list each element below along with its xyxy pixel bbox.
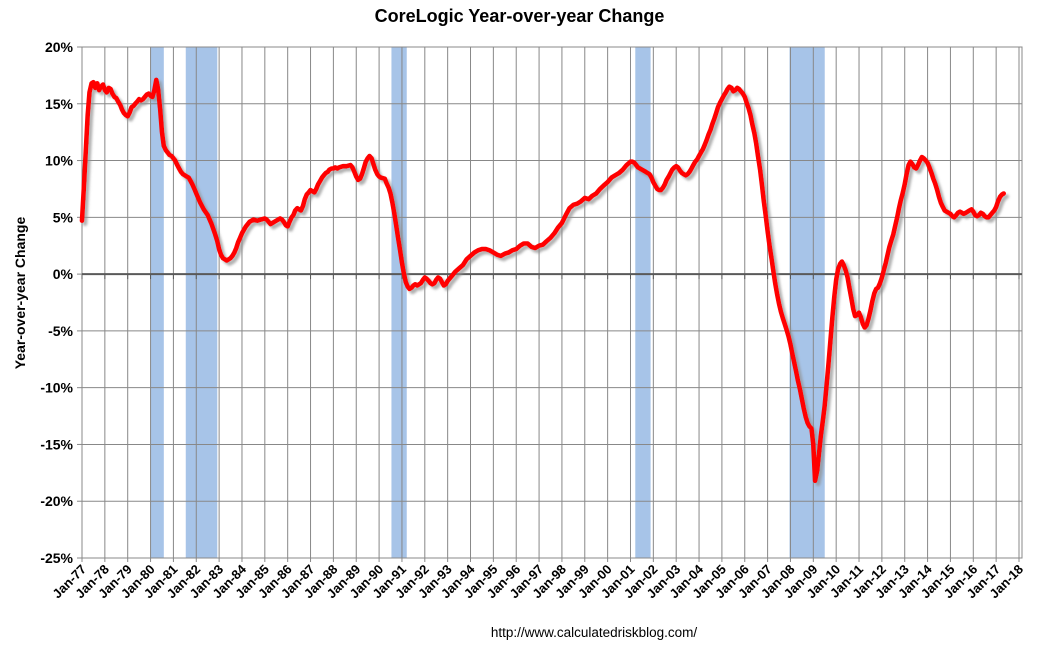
data-series (79, 77, 1006, 484)
y-tick-label: 20% (45, 39, 74, 55)
y-tick-label: -25% (40, 550, 73, 566)
recession-band (150, 47, 164, 558)
plot-border (81, 46, 1023, 559)
y-tick-label: 10% (45, 153, 74, 169)
y-tick-label: -15% (40, 436, 73, 452)
recession-band (185, 47, 218, 558)
y-tick-label: -5% (48, 323, 73, 339)
recession-band (789, 47, 825, 558)
recession-band (635, 47, 651, 558)
axes (77, 46, 1023, 562)
recession-bands (150, 47, 825, 558)
y-tick-label: 0% (53, 266, 74, 282)
source-url[interactable]: http://www.calculatedriskblog.com/ (490, 625, 698, 640)
gridlines (81, 46, 1022, 559)
recession-band (391, 47, 407, 558)
chart-title: CoreLogic Year-over-year Change (374, 6, 665, 26)
y-tick-label: 5% (53, 209, 74, 225)
y-tick-label: -20% (40, 493, 73, 509)
price-change-line (79, 77, 1006, 484)
y-tick-label: 15% (45, 96, 74, 112)
y-tick-label: -10% (40, 380, 73, 396)
